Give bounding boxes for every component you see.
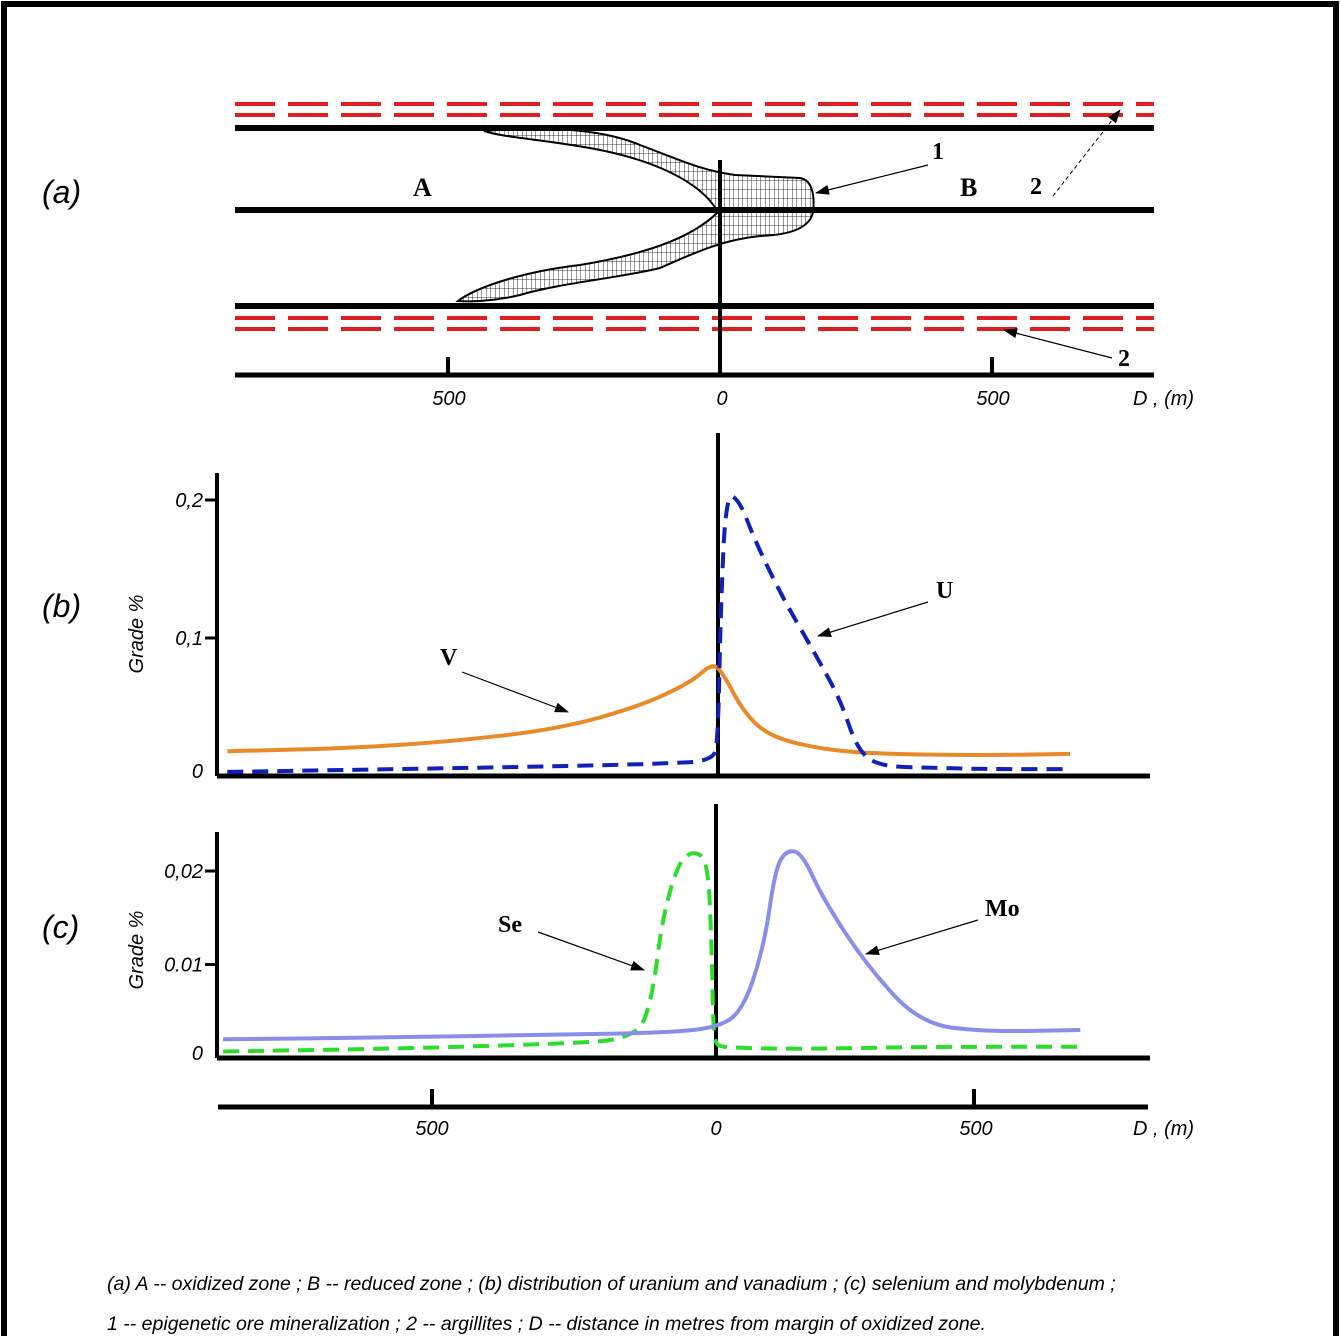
y-axis-label-c: Grade %	[126, 911, 148, 990]
y-tick-label: 0,1	[175, 628, 203, 650]
argillite-bottom-lines	[235, 316, 1154, 331]
series-label-se: Se	[498, 912, 522, 938]
series-se-arrow	[537, 931, 645, 971]
y-axis-label-b: Grade %	[126, 595, 148, 674]
zone-a-label: A	[413, 173, 432, 202]
tick-label-c-right: 500	[959, 1118, 992, 1140]
tick-label-a-right: 500	[976, 388, 1009, 410]
y-tick-label: 0,2	[175, 490, 203, 512]
series-label-mo: Mo	[985, 896, 1020, 922]
callout-2-top-label: 2	[1030, 174, 1042, 200]
series-v-arrow	[461, 671, 569, 713]
series-line-mo	[223, 849, 1081, 1042]
chart-c: 0 0.01 0,02	[164, 804, 1150, 1065]
zone-b-label: B	[960, 173, 977, 202]
callout-2-top-arrow	[1052, 109, 1121, 197]
x-axis-label-a: D , (m)	[1133, 388, 1194, 410]
series-mo-arrow	[865, 919, 979, 956]
series-label-v: V	[440, 645, 458, 671]
tick-label-c-left: 500	[415, 1118, 448, 1140]
tick-label-c-zero: 0	[710, 1118, 721, 1140]
callout-1-label: 1	[932, 139, 944, 165]
series-line-u	[227, 494, 1070, 774]
caption-line-1: (a) A -- oxidized zone ; B -- reduced zo…	[107, 1273, 1116, 1295]
series-line-v	[227, 664, 1071, 757]
y-tick-label: 0.01	[164, 955, 203, 977]
panel-c-label: (c)	[42, 909, 79, 945]
y-tick-label: 0	[192, 1043, 203, 1065]
series-u-arrow	[817, 601, 929, 637]
caption-line-2: 1 -- epigenetic ore mineralization ; 2 -…	[107, 1313, 986, 1335]
chart-b: 0 0,1 0,2	[175, 433, 1150, 783]
y-tick-label: 0	[192, 761, 203, 783]
series-line-se	[223, 851, 1081, 1054]
tick-label-a-zero: 0	[716, 388, 727, 410]
series-label-u: U	[936, 578, 953, 604]
callout-2-bottom-label: 2	[1118, 346, 1130, 372]
x-axis-label-c: D , (m)	[1133, 1118, 1194, 1140]
panel-b-label: (b)	[42, 588, 81, 624]
callout-2-bottom-arrow	[1003, 328, 1113, 359]
tick-label-a-left: 500	[432, 388, 465, 410]
panel-a-label: (a)	[42, 174, 81, 210]
callout-1-arrow	[815, 164, 929, 195]
argillite-top-lines	[235, 102, 1154, 117]
y-tick-label: 0,02	[164, 861, 203, 883]
ore-body-shape	[455, 127, 815, 303]
